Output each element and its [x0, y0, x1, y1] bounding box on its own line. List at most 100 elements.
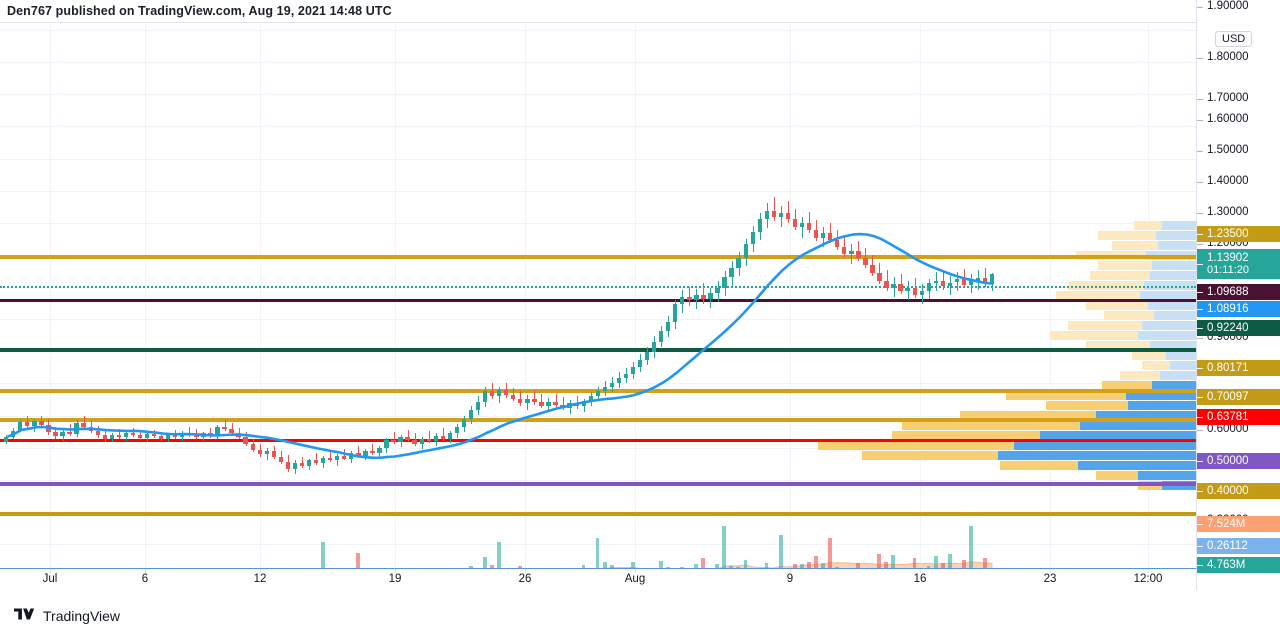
price-tick-mark — [1197, 430, 1203, 431]
price-pane[interactable] — [0, 23, 1196, 569]
price-tick-label: 1.90000 — [1207, 0, 1249, 12]
hline-green[interactable] — [0, 348, 1196, 352]
volume-badge-blue[interactable]: 0.26112 — [1197, 538, 1280, 554]
time-tick-label: 16 — [913, 573, 927, 585]
badge-price-label: 0.50000 — [1207, 455, 1249, 467]
time-tick-label: 12 — [253, 573, 267, 585]
volume-profile-bar-blue — [1138, 331, 1196, 340]
volume-profile-bar-blue — [1014, 441, 1196, 450]
volume-bar — [912, 558, 917, 569]
currency-badge: USD — [1215, 31, 1253, 47]
price-tick-label: 1.40000 — [1207, 175, 1249, 187]
volume-bar — [489, 565, 494, 569]
volume-profile-bar-blue — [998, 451, 1196, 460]
volume-pane — [0, 522, 1196, 569]
volume-bar — [518, 565, 522, 569]
price-badge-purple[interactable]: 0.50000 — [1197, 453, 1280, 469]
volume-profile-bar-yellow — [1090, 271, 1150, 280]
volume-profile-bar-blue — [1156, 231, 1196, 240]
hline-gold-070[interactable] — [0, 418, 1196, 422]
volume-profile-bar-yellow — [1056, 291, 1140, 300]
volume-bar — [813, 555, 818, 569]
volume-profile-bar-blue — [1040, 431, 1196, 440]
price-badge-red[interactable]: 0.63781 — [1197, 409, 1280, 425]
time-scale-axis[interactable]: Jul 6 12 19 26 Aug 9 16 23 12:00 — [0, 569, 1196, 591]
hline-red-063[interactable] — [0, 438, 1196, 442]
volume-profile-bar-yellow — [1112, 241, 1158, 250]
time-tick-label: Jul — [42, 573, 58, 585]
volume-profile-bar-blue — [1128, 401, 1196, 410]
price-tick-mark — [1197, 151, 1203, 152]
moving-average-line — [7, 232, 994, 460]
volume-badge-ma[interactable]: 7.524M — [1197, 516, 1280, 532]
volume-bar — [729, 565, 734, 569]
hline-maroon[interactable] — [0, 298, 1196, 302]
volume-bar — [792, 563, 797, 569]
price-tick-mark — [1197, 338, 1203, 339]
grid-line-vertical — [145, 23, 146, 569]
badge-tick-mark — [1197, 565, 1203, 566]
time-tick-mark — [1148, 569, 1149, 573]
volume-profile-bar-yellow — [1132, 351, 1166, 360]
hline-gold-040[interactable] — [0, 512, 1196, 516]
price-badge-resistance-2[interactable]: 0.80171 — [1197, 360, 1280, 376]
grid-line-horizontal — [0, 383, 1196, 385]
badge-price-label: 1.23500 — [1207, 228, 1249, 240]
grid-line-vertical — [790, 23, 791, 569]
volume-profile-bar-yellow — [1006, 391, 1126, 400]
price-tick-mark — [1197, 213, 1203, 214]
chart-footer: TradingView — [0, 600, 1280, 632]
volume-bar — [356, 552, 360, 569]
price-badge-maroon[interactable]: 1.09688 — [1197, 284, 1280, 300]
volume-profile-bar-blue — [1080, 421, 1196, 430]
grid-line-horizontal — [0, 319, 1196, 321]
time-tick-label: 9 — [786, 573, 794, 585]
volume-profile-bar-blue — [1150, 271, 1196, 280]
volume-badge-last[interactable]: 4.763M — [1197, 557, 1280, 573]
price-badge-last-price[interactable]: 1.13902 01:11:20 — [1197, 249, 1280, 279]
price-tick-label: 1.30000 — [1207, 206, 1249, 218]
time-tick-mark — [260, 569, 261, 573]
volume-profile-bar-yellow — [902, 421, 1080, 430]
badge-countdown-label: 01:11:20 — [1207, 264, 1250, 276]
badge-tick-mark — [1197, 491, 1203, 492]
badge-tick-mark — [1197, 234, 1203, 235]
price-badge-blue[interactable]: 1.08916 — [1197, 301, 1280, 317]
volume-profile-bar-blue — [1160, 371, 1196, 380]
price-tick-label: 1.50000 — [1207, 144, 1249, 156]
price-scale-axis[interactable]: USD 1.90000 1.80000 1.70000 1.60000 1.50000 1… — [1196, 0, 1280, 590]
publisher-attribution: Den767 published on TradingView.com, Aug… — [7, 4, 392, 18]
volume-profile-bar-blue — [1152, 261, 1196, 270]
grid-line-horizontal — [0, 30, 1196, 31]
price-tick-label: 1.70000 — [1207, 92, 1249, 104]
badge-tick-mark — [1197, 368, 1203, 369]
hline-dotted-last[interactable] — [0, 286, 1196, 288]
badge-tick-mark — [1197, 546, 1203, 547]
volume-profile-bar-yellow — [1068, 321, 1142, 330]
volume-bar — [630, 561, 635, 569]
time-tick-mark — [525, 569, 526, 573]
price-badge-resistance-1[interactable]: 1.23500 — [1197, 226, 1280, 242]
time-tick-label: 6 — [141, 573, 149, 585]
volume-bar — [891, 555, 896, 569]
price-tick-label: 1.80000 — [1207, 51, 1249, 63]
hline-purple-050[interactable] — [0, 482, 1196, 486]
volume-profile-bar-yellow — [1068, 281, 1144, 290]
volume-profile-bar-yellow — [1086, 341, 1150, 350]
price-badge-resistance-3[interactable]: 0.70097 — [1197, 389, 1280, 405]
volume-bar — [658, 561, 663, 569]
volume-bar — [764, 562, 769, 569]
volume-bar — [743, 560, 748, 569]
time-tick-label: Aug — [624, 573, 646, 585]
volume-bar — [497, 542, 501, 569]
price-badge-resistance-4[interactable]: 0.40000 — [1197, 483, 1280, 499]
volume-profile-bar-blue — [1162, 221, 1196, 230]
price-badge-green[interactable]: 0.92240 — [1197, 320, 1280, 336]
badge-price-label: 4.763M — [1207, 559, 1246, 571]
volume-profile-bar-yellow — [1098, 231, 1156, 240]
volume-bar — [884, 561, 889, 569]
volume-bar — [468, 565, 473, 569]
hline-gold-1235[interactable] — [0, 255, 1196, 259]
chart-plot-area[interactable] — [0, 22, 1196, 570]
volume-bar — [736, 566, 741, 569]
